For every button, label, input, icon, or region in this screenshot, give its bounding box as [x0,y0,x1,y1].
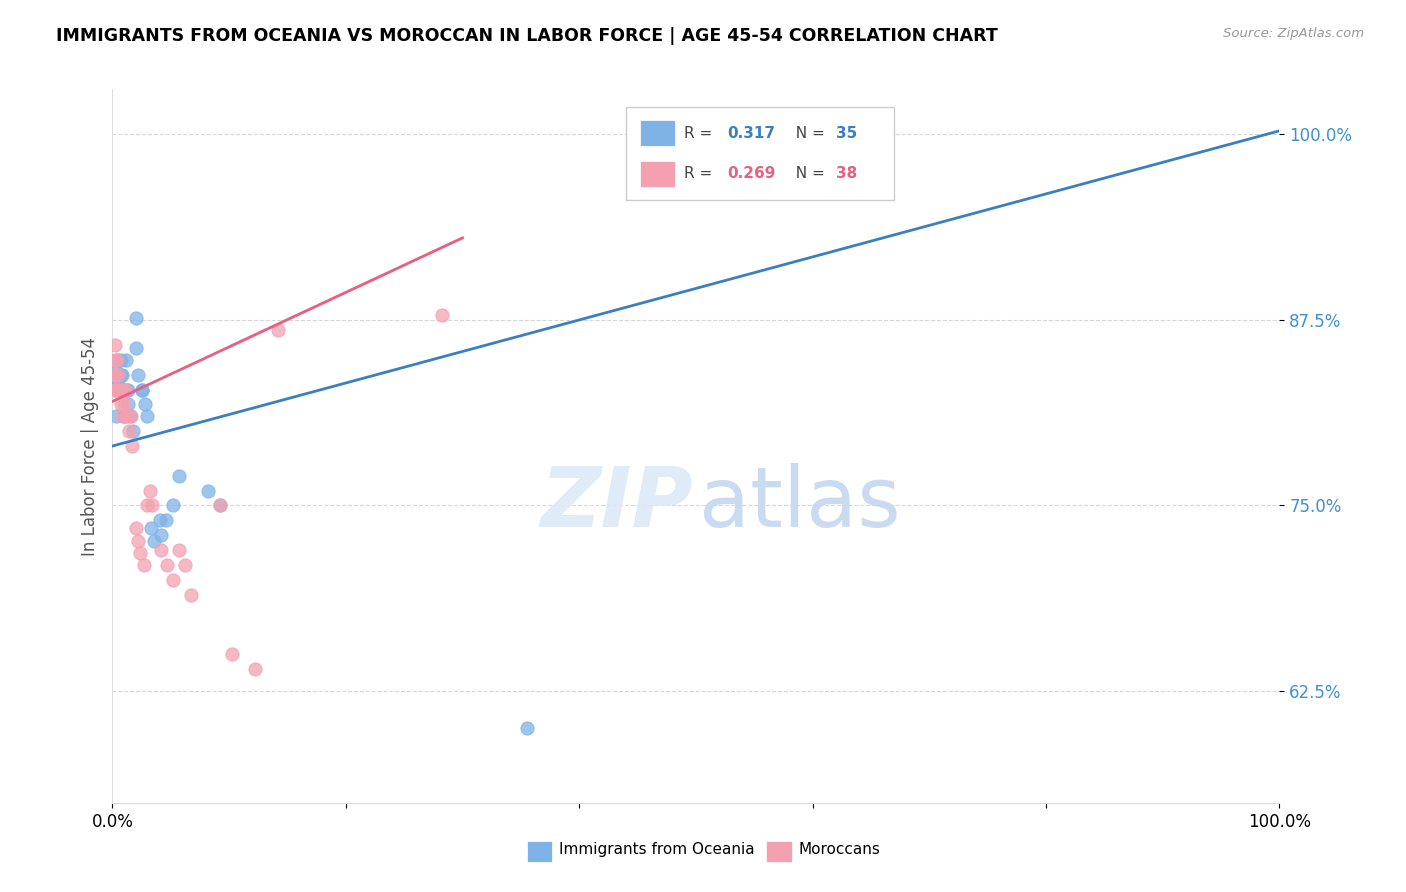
Point [430,308,453,322]
Text: R =: R = [685,126,717,141]
Point [150,543,173,558]
Text: Immigrants from Oceania: Immigrants from Oceania [560,842,755,856]
Point [104,379,127,393]
Point [173,558,195,572]
Point [107,368,129,382]
Text: Moroccans: Moroccans [799,842,880,856]
Point [167,543,190,558]
Point [221,647,243,661]
Point [104,338,127,352]
Point [111,409,134,424]
Point [831,124,853,138]
Point [127,368,149,382]
Point [118,409,141,424]
Point [112,409,135,424]
Point [104,383,127,397]
Point [110,383,132,397]
Text: 38: 38 [837,166,858,181]
Bar [527,840,553,862]
Bar [766,840,792,862]
Text: IMMIGRANTS FROM OCEANIA VS MOROCCAN IN LABOR FORCE | AGE 45-54 CORRELATION CHART: IMMIGRANTS FROM OCEANIA VS MOROCCAN IN L… [56,27,998,45]
Point [180,588,202,602]
Point [112,383,135,397]
Y-axis label: In Labor Force | Age 45-54: In Labor Force | Age 45-54 [80,336,98,556]
Text: R =: R = [685,166,717,181]
Text: 0.317: 0.317 [727,126,776,141]
Point [121,439,143,453]
Point [104,383,127,397]
Text: N =: N = [786,166,830,181]
Point [136,499,159,513]
Point [134,397,156,411]
Point [112,397,135,411]
Point [104,365,127,379]
Point [107,376,129,391]
Text: atlas: atlas [699,463,901,543]
Point [108,383,131,397]
Point [107,352,129,367]
Point [111,383,134,397]
Point [112,383,135,397]
Point [104,352,127,367]
Text: N =: N = [786,126,830,141]
Point [208,499,231,513]
Point [132,558,155,572]
Point [267,323,290,337]
Point [104,368,127,382]
Point [125,311,148,326]
Point [243,662,266,676]
Point [131,383,153,397]
Point [114,383,136,397]
Point [110,368,132,382]
Point [141,499,163,513]
Point [125,521,148,535]
Point [162,573,184,587]
Point [115,383,138,397]
Point [127,534,149,549]
Point [162,499,184,513]
Point [139,521,162,535]
Point [118,424,141,438]
Point [129,546,152,560]
Text: 0.269: 0.269 [727,166,776,181]
Point [125,341,148,355]
Point [117,397,139,411]
Point [120,409,142,424]
Point [117,383,139,397]
Point [104,409,127,424]
Point [139,483,162,498]
Point [197,483,219,498]
Point [208,499,231,513]
Point [150,528,173,542]
Text: Source: ZipAtlas.com: Source: ZipAtlas.com [1223,27,1364,40]
Point [156,558,179,572]
Point [115,409,138,424]
Point [105,352,128,367]
Bar [640,161,675,186]
Text: 35: 35 [837,126,858,141]
Text: ZIP: ZIP [540,463,693,543]
Point [104,368,127,382]
Point [122,424,145,438]
Point [110,397,132,411]
Point [516,722,538,736]
Point [136,409,159,424]
Point [110,352,132,367]
Point [115,352,138,367]
Point [111,368,134,382]
Point [143,534,166,549]
Point [149,513,172,527]
Point [167,468,190,483]
Point [131,383,153,397]
Bar [626,107,894,200]
Point [155,513,177,527]
Bar [640,120,675,146]
Point [115,409,138,424]
